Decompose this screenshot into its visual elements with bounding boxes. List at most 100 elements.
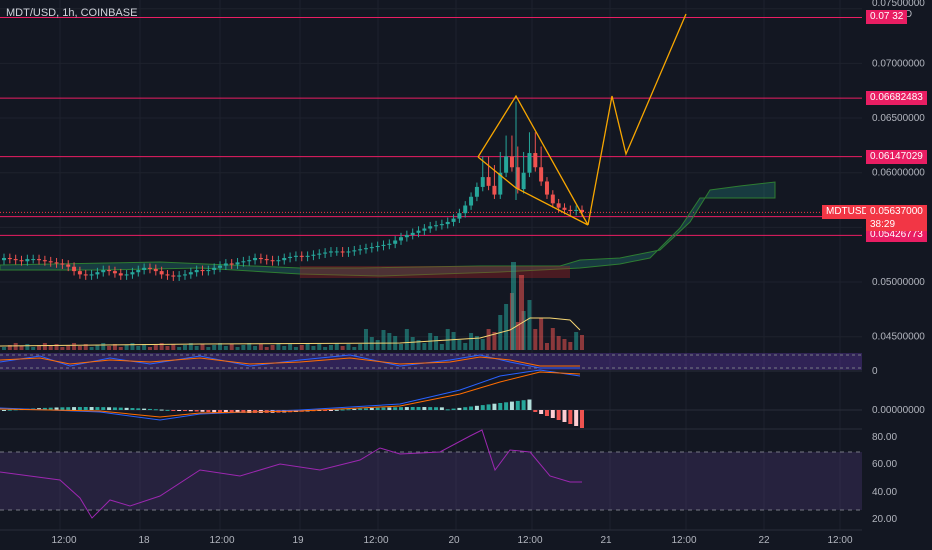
macd-hist [393, 407, 398, 410]
macd-hist [352, 408, 357, 410]
volume-bar [212, 345, 217, 350]
macd-hist [369, 408, 374, 410]
candle [375, 245, 380, 248]
macd-hist [550, 410, 555, 418]
macd-hist [404, 407, 409, 410]
volume-bar [539, 318, 544, 350]
rsi-band [0, 452, 862, 510]
candle [556, 203, 561, 208]
stoch-d [0, 356, 580, 367]
time-tick: 12:00 [51, 535, 76, 546]
candle [305, 255, 310, 257]
volume-bar [457, 340, 462, 350]
candle [270, 260, 275, 262]
volume-bar [124, 345, 129, 350]
volume-spike [511, 262, 516, 350]
macd-hist [486, 404, 491, 410]
candle [171, 275, 176, 277]
candle [457, 213, 462, 219]
volume-bar [352, 347, 357, 350]
price-axis: 0.07000000 0.06500000 0.06000000 0.05000000… [872, 0, 925, 525]
price-tick: 0.04500000 [872, 332, 925, 343]
macd-hist [147, 408, 152, 410]
stoch-k [0, 354, 580, 369]
cloud-area [0, 181, 776, 277]
candle [83, 274, 88, 276]
price-tick: 0.07000000 [872, 58, 925, 69]
macd-tick: 0.00000000 [872, 405, 925, 416]
time-tick: 21 [600, 535, 612, 546]
macd-hist [153, 409, 158, 411]
candle [247, 260, 252, 262]
candle [381, 244, 386, 246]
candle [142, 267, 147, 271]
candle [486, 177, 491, 186]
macd-hist [439, 407, 444, 410]
macd-hist [410, 407, 415, 410]
stoch-zero-tick: 0 [872, 366, 878, 377]
macd-hist [451, 408, 456, 410]
candle [48, 261, 53, 263]
candle [159, 271, 164, 275]
candle [334, 251, 339, 253]
macd-hist [60, 407, 65, 410]
volume-bar [223, 346, 228, 350]
volume-bar [72, 343, 77, 350]
volume-bar [358, 344, 363, 350]
candle [229, 263, 234, 265]
candle [147, 267, 152, 269]
candle [521, 172, 526, 190]
time-tick: 12:00 [517, 535, 542, 546]
candle [480, 177, 485, 187]
candle [352, 250, 357, 252]
volume-bar [305, 343, 310, 350]
volume-bar [282, 346, 287, 350]
stoch-band [0, 353, 862, 370]
macd-hist [177, 410, 182, 411]
macd-hist [340, 409, 345, 411]
candle [358, 249, 363, 251]
volume-bar [112, 344, 117, 350]
macd-hist [544, 410, 549, 416]
volume-bar [422, 343, 427, 350]
volume-bar [194, 346, 199, 350]
price-tick: 0.06000000 [872, 168, 925, 179]
macd-hist [83, 407, 88, 410]
volume-bar [188, 343, 193, 350]
macd-hist [212, 410, 217, 413]
candle [416, 230, 421, 233]
rsi-tick: 40.00 [872, 487, 897, 498]
macd-hist [416, 407, 421, 410]
volume-bar [171, 344, 176, 350]
candle [112, 271, 117, 274]
macd-hist [363, 408, 368, 410]
macd-hist [323, 410, 328, 411]
volume-bar [48, 346, 53, 350]
macd-hist [469, 406, 474, 410]
macd-hist [235, 410, 240, 413]
volume-bar [147, 347, 152, 350]
volume-bar [486, 329, 491, 350]
volume-bar [95, 345, 100, 350]
volume-bars [0, 262, 584, 350]
macd-hist [492, 403, 497, 410]
volume-bar [241, 345, 246, 350]
candle [317, 253, 322, 255]
macd-hist [568, 410, 573, 424]
macd-hist [387, 407, 392, 410]
macd-hist [194, 410, 199, 412]
volume-bar [328, 345, 333, 350]
candle [580, 209, 584, 213]
volume-bar [544, 343, 549, 350]
candle [504, 156, 509, 173]
signal-line [0, 371, 581, 418]
candle [469, 196, 474, 206]
macd-hist [480, 405, 485, 410]
time-tick: 12:00 [671, 535, 696, 546]
candle [492, 185, 497, 195]
candle [95, 272, 100, 275]
macd-hist [463, 407, 468, 410]
candle [253, 257, 258, 261]
macd-hist [574, 410, 579, 426]
